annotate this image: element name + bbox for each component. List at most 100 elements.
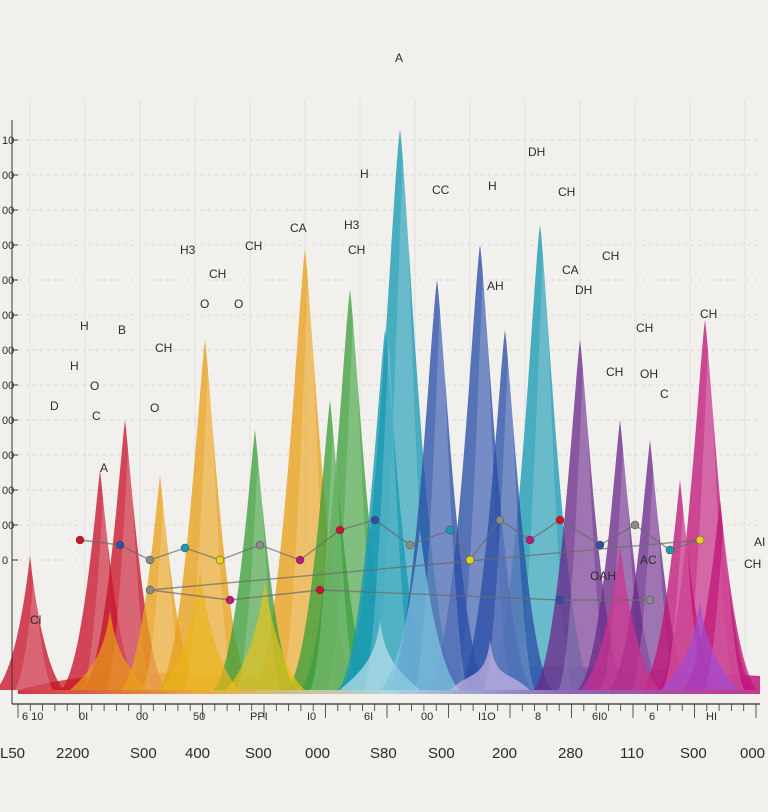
- peak-annotation: CH: [558, 185, 575, 199]
- peak-annotation: CC: [432, 183, 450, 197]
- peak-annotation: A: [395, 51, 403, 65]
- molecule-bond: [319, 589, 561, 601]
- x-tick-label: S00: [130, 745, 157, 762]
- molecule-bond: [529, 519, 561, 541]
- y-tick-label: 00: [2, 380, 14, 392]
- peak-annotation: H: [360, 167, 369, 181]
- peak-annotation: AI: [754, 535, 765, 549]
- spectrum-peak-foreground: [160, 570, 240, 690]
- molecule-atom: [225, 595, 235, 605]
- peak-highlight: [310, 412, 358, 690]
- peak-annotation: OH: [640, 367, 658, 381]
- molecule-bond: [449, 529, 471, 561]
- x-tick-label: 400: [185, 745, 210, 762]
- y-tick-label: 00: [2, 345, 14, 357]
- molecule-atom: [295, 555, 305, 565]
- x-minor-tick-label: 00: [421, 711, 433, 723]
- molecule-bond: [119, 544, 151, 561]
- x-tick-label: 000: [305, 745, 330, 762]
- molecule-atom: [75, 535, 85, 545]
- x-tick-label: 280: [558, 745, 583, 762]
- peak-annotation: H: [70, 359, 79, 373]
- molecule-bond: [339, 519, 376, 531]
- molecule-atom: [145, 555, 155, 565]
- peak-annotation: AC: [640, 553, 657, 567]
- x-tick-label: S00: [245, 745, 272, 762]
- spectrum-peak: [386, 280, 488, 690]
- spectrum-peak-foreground: [450, 640, 530, 690]
- peak-annotation: H: [488, 179, 497, 193]
- molecule-bond: [149, 589, 231, 601]
- peak-highlight: [482, 342, 536, 690]
- peak-annotation: CH: [700, 307, 717, 321]
- molecule-bond: [409, 529, 451, 546]
- spectrum-peak: [213, 430, 297, 690]
- peak-annotation: CH: [245, 239, 262, 253]
- peak-annotation: CA: [562, 263, 579, 277]
- molecule-atom: [665, 545, 675, 555]
- spectrum-peak-foreground: [70, 610, 150, 690]
- molecule-atom: [335, 525, 345, 535]
- peak-annotation: D: [50, 399, 59, 413]
- peak-highlight: [703, 512, 745, 690]
- molecule-bond: [219, 544, 261, 561]
- molecule-bond: [634, 524, 671, 551]
- molecule-bond: [79, 539, 121, 546]
- peak-annotation: B: [118, 323, 126, 337]
- y-tick-label: 00: [2, 205, 14, 217]
- peak-annotation: CA: [290, 221, 307, 235]
- y-tick-label: 00: [2, 310, 14, 322]
- peak-annotation: O: [234, 297, 243, 311]
- peak-highlight: [558, 352, 610, 690]
- x-tick-label: S80: [370, 745, 397, 762]
- molecule-atom: [370, 515, 380, 525]
- peak-annotation: H3: [344, 218, 360, 232]
- molecule-atom: [525, 535, 535, 545]
- peak-annotation: OAH: [590, 569, 616, 583]
- x-tick-label: S00: [680, 745, 707, 762]
- y-tick-label: 00: [2, 170, 14, 182]
- molecule-atom: [255, 540, 265, 550]
- x-minor-tick-label: 6I0: [592, 711, 607, 723]
- peak-annotation: CH: [155, 341, 172, 355]
- peak-annotation: H3: [180, 243, 196, 257]
- x-tick-label: 000: [740, 745, 765, 762]
- molecule-bond: [599, 524, 636, 546]
- molecule-atom: [405, 540, 415, 550]
- peak-annotation: C: [92, 409, 101, 423]
- y-tick-label: 00: [2, 415, 14, 427]
- molecule-bond: [259, 544, 301, 561]
- molecule-atom: [555, 515, 565, 525]
- spectrum-peak: [286, 400, 374, 690]
- peak-annotation: H: [80, 319, 89, 333]
- spectrum-peaks: [0, 130, 760, 694]
- molecule-bond: [229, 589, 321, 601]
- x-minor-tick-label: HI: [706, 711, 717, 723]
- molecule-bond: [499, 519, 531, 541]
- x-minor-tick-label: I1O: [478, 711, 496, 723]
- peak-annotation: CH: [744, 557, 761, 571]
- y-tick-label: 0: [2, 555, 8, 567]
- peak-annotation: Cl: [30, 613, 41, 627]
- molecule-atom: [555, 595, 565, 605]
- molecule-bond: [469, 519, 501, 561]
- molecule-atom: [465, 555, 475, 565]
- peak-annotation: CH: [606, 365, 623, 379]
- x-tick-label: S00: [428, 745, 455, 762]
- molecule-bond: [149, 547, 186, 561]
- x-minor-tick-label: 6I: [364, 711, 373, 723]
- molecule-bond: [299, 529, 341, 561]
- peak-annotation: DH: [528, 145, 545, 159]
- peak-annotation: O: [150, 401, 159, 415]
- spectrum-peak-foreground: [660, 600, 740, 690]
- spectrum-peak-foreground: [580, 545, 660, 690]
- molecule-atom: [645, 595, 655, 605]
- molecule-bond: [149, 539, 701, 591]
- x-tick-label: 200: [492, 745, 517, 762]
- molecule-structure-decoration: [75, 515, 705, 605]
- peak-annotation: AH: [487, 279, 504, 293]
- peak-annotation: DH: [575, 283, 592, 297]
